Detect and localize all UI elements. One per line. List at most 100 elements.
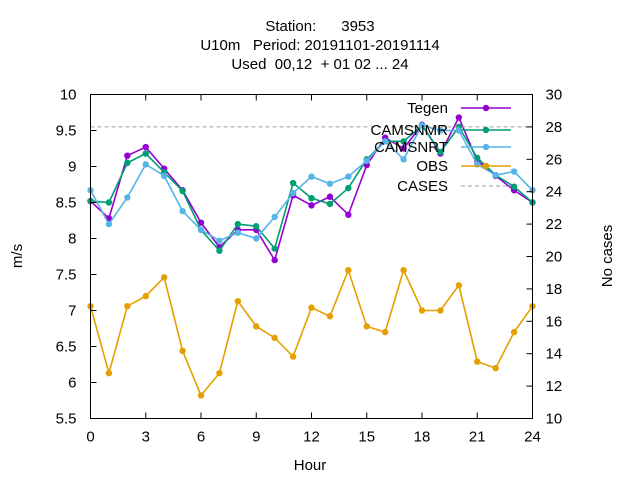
- y-tick-label: 5.5: [56, 411, 77, 428]
- y2-tick-label: 18: [546, 281, 563, 298]
- y2-tick-label: 24: [546, 184, 563, 201]
- data-point-camsnrt: [345, 173, 352, 180]
- data-point-camsnmr: [400, 138, 407, 145]
- legend-label-camsnmr: CAMSNMR: [371, 122, 449, 139]
- data-point-obs: [510, 328, 518, 336]
- data-point-camsnrt: [400, 156, 407, 163]
- data-point-obs: [253, 323, 260, 330]
- data-point-camsnmr: [474, 154, 481, 162]
- data-point-camsnrt: [289, 189, 297, 197]
- y2-tick-label: 12: [546, 378, 563, 395]
- data-point-obs: [197, 392, 205, 399]
- x-axis-label: Hour: [294, 457, 327, 474]
- x-tick-label: 24: [524, 429, 541, 446]
- data-point-camsnrt: [271, 213, 278, 221]
- data-point-obs: [289, 353, 297, 360]
- axes: 0 3 6 9 12 15 18 21 24 5.5 6 6.5 7 7.5 8 8.5 9 9.5 10 10 12 1…: [56, 87, 563, 446]
- legend-label-camsnrt: CAMSNRT: [374, 139, 448, 156]
- y-tick-label: 6: [68, 375, 76, 392]
- data-point-camsnrt: [492, 171, 499, 179]
- data-point-obs: [363, 323, 370, 330]
- data-point-camsnmr: [437, 148, 444, 156]
- data-point-obs: [160, 274, 168, 281]
- data-point-tegen: [326, 193, 334, 200]
- y-axis-label: m/s: [9, 244, 26, 268]
- data-point-camsnrt: [105, 220, 113, 228]
- data-point-obs: [308, 304, 315, 311]
- data-point-obs: [492, 364, 499, 372]
- data-point-camsnrt: [437, 127, 444, 134]
- data-point-tegen: [271, 256, 278, 264]
- x-tick-label: 0: [86, 429, 94, 446]
- data-point-camsnrt: [160, 172, 168, 180]
- data-point-tegen: [197, 219, 205, 226]
- data-point-camsnmr: [105, 199, 113, 206]
- data-point-camsnrt: [363, 157, 370, 164]
- plot-lines: [87, 114, 536, 399]
- title-line-used: Used 00,12 + 01 02 ... 24: [231, 56, 409, 73]
- data-point-obs: [418, 307, 426, 314]
- data-point-obs: [437, 307, 444, 314]
- data-point-camsnrt: [308, 173, 315, 180]
- legend-marker-obs: [482, 162, 490, 170]
- y-tick-label: 7.5: [56, 267, 77, 284]
- data-point-camsnrt: [253, 235, 260, 242]
- data-point-obs: [271, 334, 278, 342]
- data-point-camsnmr: [345, 184, 352, 192]
- legend-marker-camsnrt: [482, 143, 490, 151]
- data-point-camsnmr: [142, 150, 149, 157]
- x-tick-label: 12: [303, 429, 320, 446]
- data-point-tegen: [142, 143, 149, 151]
- legend-label-tegen: Tegen: [407, 100, 448, 117]
- y-tick-label: 8: [68, 231, 76, 248]
- data-point-obs: [455, 282, 463, 289]
- x-tick-label: 21: [469, 429, 486, 446]
- y2-tick-label: 22: [546, 216, 563, 233]
- y-tick-label: 9: [68, 159, 76, 176]
- data-point-camsnrt: [124, 194, 131, 201]
- legend-label-cases: CASES: [397, 178, 448, 195]
- y-tick-label: 10: [60, 87, 77, 104]
- data-point-obs: [124, 302, 131, 310]
- data-point-obs: [234, 297, 242, 305]
- legend-marker-tegen: [482, 104, 490, 112]
- y-tick-label: 9.5: [56, 123, 77, 140]
- y-tick-label: 6.5: [56, 339, 77, 356]
- y-tick-label: 8.5: [56, 195, 77, 212]
- y-tick-label: 7: [68, 303, 76, 320]
- data-point-tegen: [455, 114, 463, 121]
- x-tick-label: 18: [414, 429, 431, 446]
- data-point-obs: [105, 369, 113, 377]
- y2-tick-label: 16: [546, 313, 563, 330]
- data-point-camsnrt: [326, 180, 334, 187]
- legend-marker-camsnmr: [482, 126, 490, 134]
- x-tick-label: 9: [252, 429, 260, 446]
- data-point-camsnrt: [510, 168, 518, 175]
- data-point-obs: [326, 313, 334, 320]
- data-point-camsnrt: [216, 237, 223, 244]
- series-line-obs: [89, 267, 534, 397]
- y2-tick-label: 28: [546, 119, 563, 136]
- data-point-obs: [381, 328, 389, 336]
- data-point-obs: [179, 347, 186, 355]
- data-point-camsnrt: [142, 161, 149, 168]
- data-point-camsnmr: [234, 220, 242, 228]
- y2-tick-label: 30: [546, 87, 563, 104]
- y2-tick-label: 26: [546, 151, 563, 168]
- data-point-camsnmr: [179, 187, 186, 195]
- data-point-obs: [142, 292, 149, 300]
- data-point-camsnrt: [234, 229, 242, 236]
- y2-axis-label: No cases: [599, 225, 616, 288]
- y2-tick-label: 14: [546, 346, 563, 363]
- data-point-camsnmr: [271, 245, 278, 252]
- data-point-camsnrt: [455, 127, 463, 134]
- x-tick-label: 3: [142, 429, 150, 446]
- data-point-camsnmr: [253, 223, 260, 230]
- data-point-tegen: [308, 202, 315, 209]
- data-point-obs: [345, 266, 352, 274]
- y2-tick-label: 20: [546, 249, 563, 266]
- legend-label-obs: OBS: [416, 158, 448, 175]
- data-point-obs: [400, 266, 407, 274]
